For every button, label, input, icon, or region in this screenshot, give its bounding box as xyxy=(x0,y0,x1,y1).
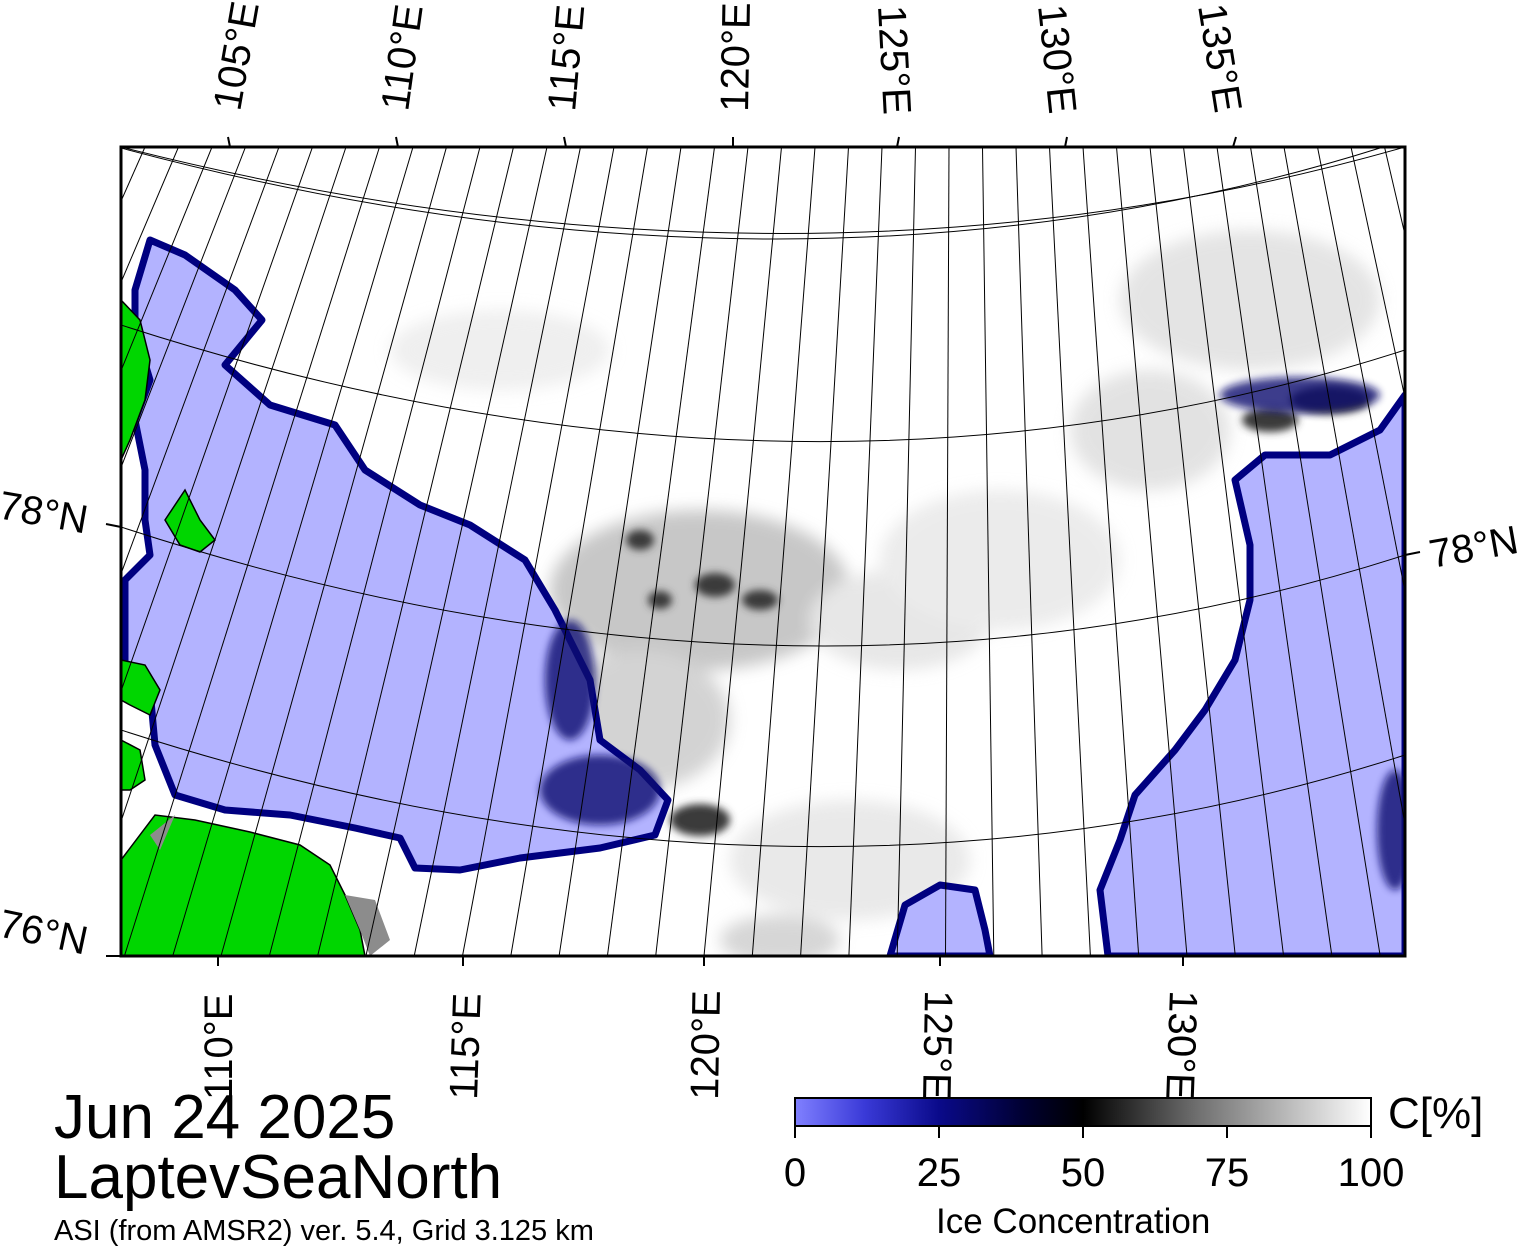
colorbar-tick-50: 50 xyxy=(1060,1151,1106,1195)
meridian-line xyxy=(982,147,995,956)
top-lon-label-130: 130°E xyxy=(1029,2,1084,115)
land-west-lower xyxy=(121,739,146,791)
meridian-line xyxy=(1149,147,1236,956)
colorbar-tick-0: 0 xyxy=(783,1151,807,1195)
colorbar-tick-25: 25 xyxy=(916,1151,962,1195)
meridian-line xyxy=(268,147,481,956)
colorbar-unit: C[%] xyxy=(1388,1089,1484,1138)
meridian-line xyxy=(413,147,581,956)
colorbar-tick-75: 75 xyxy=(1204,1151,1250,1195)
land-taymyr xyxy=(121,814,366,956)
ice-concentration-texture xyxy=(390,230,1380,956)
bottom-lon-label-115: 115°E xyxy=(442,992,490,1100)
meridian-line xyxy=(558,147,682,956)
bottom-lon-label-120: 120°E xyxy=(683,990,729,1100)
right-lat-label-78: 78°N xyxy=(1426,518,1522,577)
meridian-line xyxy=(0,147,112,956)
meridian-line xyxy=(1216,147,1333,956)
colorbar-tick-100: 100 xyxy=(1337,1151,1405,1195)
map-region-name: LaptevSeaNorth xyxy=(54,1143,503,1212)
map-date: Jun 24 2025 xyxy=(54,1083,396,1152)
colorbar-title: Ice Concentration xyxy=(936,1202,1211,1241)
bottom-lon-label-110: 110°E xyxy=(197,994,241,1100)
meridian-line xyxy=(1519,147,1528,956)
meridian-line xyxy=(606,147,715,956)
meridian-line xyxy=(121,147,313,693)
parallel-80n xyxy=(121,147,1405,234)
top-lon-label-120: 120°E xyxy=(713,2,759,112)
meridian-line xyxy=(220,147,447,956)
top-lon-label-125: 125°E xyxy=(869,4,919,116)
coast-fringe xyxy=(150,815,390,956)
top-lon-label-115: 115°E xyxy=(540,3,593,113)
land-west-mid xyxy=(121,659,161,717)
meridian-line xyxy=(896,147,916,956)
meridian-line xyxy=(510,147,648,956)
meridian-line xyxy=(123,147,380,956)
parallel-77n xyxy=(121,729,1405,848)
open-water-east xyxy=(1096,391,1405,956)
meridian-line xyxy=(365,147,548,956)
parallel-78n xyxy=(121,526,1405,647)
meridian-line xyxy=(945,147,950,956)
meridian-line xyxy=(1116,147,1188,956)
parallel-79n xyxy=(121,324,1405,443)
ice-edge-dark-band xyxy=(540,377,1405,890)
meridian-line xyxy=(121,147,280,576)
colorbar xyxy=(794,1097,1372,1127)
open-water-south xyxy=(886,881,994,956)
parallel-79-5n xyxy=(121,147,1381,240)
land-west-upper xyxy=(121,298,151,461)
meridian-line xyxy=(1250,147,1381,956)
meridian-line xyxy=(121,147,213,373)
colorbar-ticks xyxy=(794,1126,1372,1138)
top-lon-label-110: 110°E xyxy=(373,2,431,114)
map-ticks xyxy=(105,136,1421,966)
meridian-line xyxy=(1049,147,1091,956)
parallel-lines xyxy=(121,147,1405,848)
bottom-lon-label-125: 125°E xyxy=(914,990,960,1100)
bottom-lon-label-130: 130°E xyxy=(1157,990,1205,1101)
top-lon-label-105: 105°E xyxy=(206,0,268,114)
meridian-line xyxy=(655,147,749,956)
meridian-line xyxy=(703,147,782,956)
meridian-line xyxy=(1015,147,1043,956)
left-lat-label-76: 76°N xyxy=(0,902,92,964)
meridian-line xyxy=(121,147,246,469)
data-source-note: ASI (from AMSR2) ver. 5.4, Grid 3.125 km xyxy=(54,1215,594,1247)
meridian-line xyxy=(462,147,615,956)
open-water-west xyxy=(121,236,672,874)
meridian-line xyxy=(317,147,514,956)
meridian-line xyxy=(848,147,883,956)
top-lon-label-135: 135°E xyxy=(1189,1,1250,116)
meridian-line xyxy=(172,147,414,956)
meridian-line xyxy=(1350,147,1405,401)
meridian-line xyxy=(800,147,849,956)
meridian-line xyxy=(751,147,816,956)
meridian-line xyxy=(0,147,78,956)
map-content xyxy=(0,147,1528,956)
meridian-line xyxy=(1183,147,1285,956)
meridian-line xyxy=(1317,147,1405,594)
land xyxy=(121,298,366,956)
map-frame xyxy=(119,145,1407,958)
left-lat-label-78: 78°N xyxy=(0,484,91,543)
